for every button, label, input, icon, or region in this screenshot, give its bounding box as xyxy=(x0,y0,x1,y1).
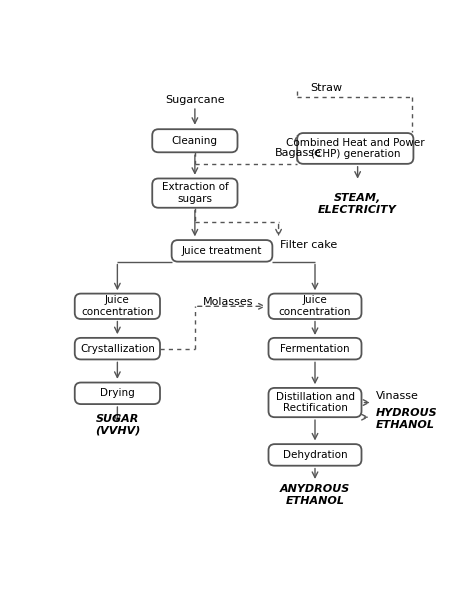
Text: Juice
concentration: Juice concentration xyxy=(81,296,154,317)
Text: Molasses: Molasses xyxy=(203,297,254,307)
Text: Fermentation: Fermentation xyxy=(280,343,350,353)
Text: Extraction of
sugars: Extraction of sugars xyxy=(162,183,228,204)
Text: Vinasse: Vinasse xyxy=(375,391,419,401)
Text: STEAM,
ELECTRICITY: STEAM, ELECTRICITY xyxy=(318,193,397,215)
Text: Straw: Straw xyxy=(310,83,343,93)
Text: Cleaning: Cleaning xyxy=(172,135,218,145)
FancyBboxPatch shape xyxy=(75,338,160,359)
Text: Crystallization: Crystallization xyxy=(80,343,155,353)
FancyBboxPatch shape xyxy=(268,388,362,417)
Text: Dehydration: Dehydration xyxy=(283,450,347,460)
FancyBboxPatch shape xyxy=(172,240,273,262)
FancyBboxPatch shape xyxy=(268,338,362,359)
Text: Filter cake: Filter cake xyxy=(280,240,337,250)
Text: Sugarcane: Sugarcane xyxy=(165,95,225,105)
Text: Combined Heat and Power
(CHP) generation: Combined Heat and Power (CHP) generation xyxy=(286,138,425,159)
Text: HYDROUS
ETHANOL: HYDROUS ETHANOL xyxy=(375,408,437,429)
Text: Bagasse: Bagasse xyxy=(275,148,321,158)
Text: Distillation and
Rectification: Distillation and Rectification xyxy=(275,392,355,413)
FancyBboxPatch shape xyxy=(75,293,160,319)
Text: ANYDROUS
ETHANOL: ANYDROUS ETHANOL xyxy=(280,484,350,506)
Text: Juice treatment: Juice treatment xyxy=(182,246,262,256)
FancyBboxPatch shape xyxy=(152,129,237,153)
Text: Drying: Drying xyxy=(100,388,135,398)
FancyBboxPatch shape xyxy=(268,293,362,319)
FancyBboxPatch shape xyxy=(297,133,413,164)
FancyBboxPatch shape xyxy=(268,444,362,466)
FancyBboxPatch shape xyxy=(152,178,237,208)
Text: SUGAR
(VVHV): SUGAR (VVHV) xyxy=(95,414,140,436)
FancyBboxPatch shape xyxy=(75,382,160,404)
Text: Juice
concentration: Juice concentration xyxy=(279,296,351,317)
